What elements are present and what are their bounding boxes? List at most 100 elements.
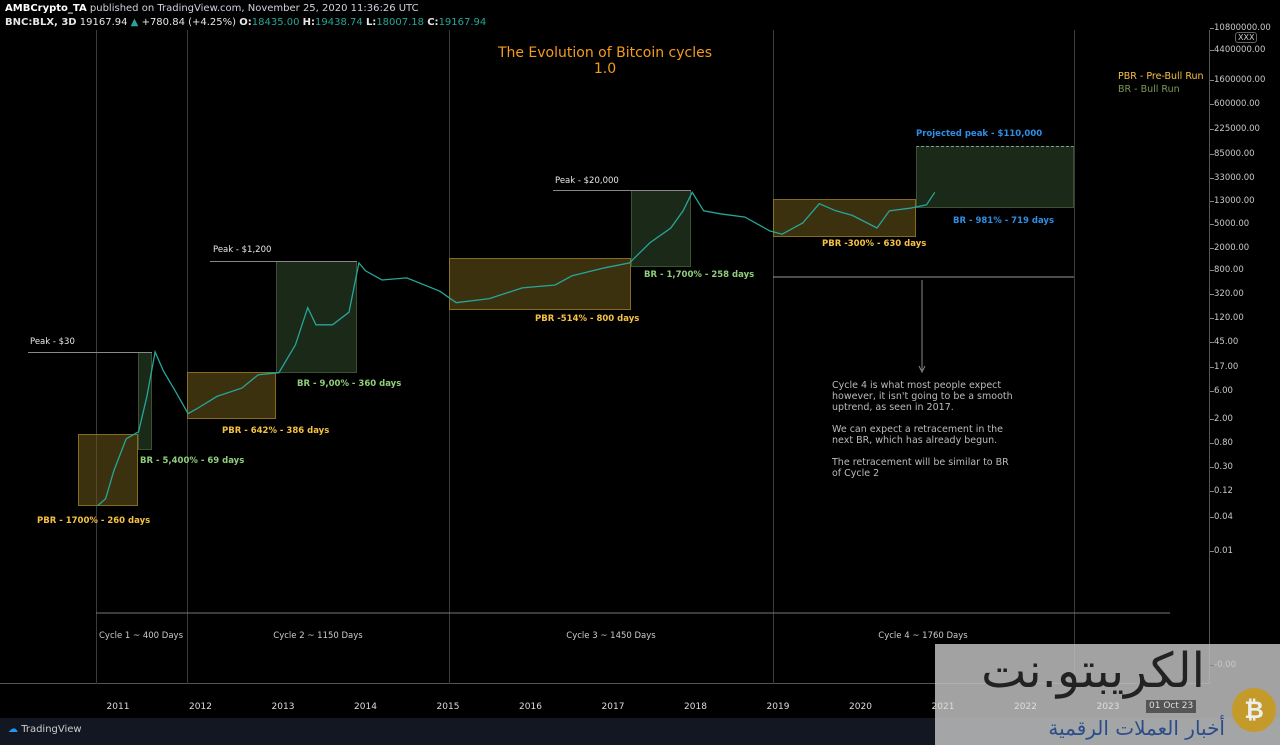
cycle-label-4: Cycle 4 ~ 1760 Days (878, 631, 968, 641)
axis-badge[interactable]: XXX (1235, 32, 1258, 43)
peak-label-1: Peak - $30 (30, 337, 75, 347)
cycle-divider (1074, 30, 1075, 684)
cycle-label-3: Cycle 3 ~ 1450 Days (566, 631, 656, 641)
price-tick: 0.01 (1210, 546, 1233, 556)
time-tick: 2011 (106, 702, 130, 712)
cycle-divider (187, 30, 188, 684)
time-tick: 2014 (354, 702, 377, 712)
price-tick: 600000.00 (1210, 99, 1260, 109)
cycle-label-2: Cycle 2 ~ 1150 Days (273, 631, 363, 641)
price-tick: 2.00 (1210, 414, 1233, 424)
peak-line (553, 190, 691, 191)
open-label: O: (239, 17, 252, 28)
price-tick: 85000.00 (1210, 149, 1255, 159)
peak-line (210, 261, 357, 262)
arrow-down-icon (918, 365, 926, 374)
price-tick: 17.00 (1209, 362, 1239, 372)
time-tick: 2015 (436, 702, 460, 712)
close-value: 19167.94 (438, 17, 487, 28)
br-label-1: BR - 5,400% - 69 days (140, 456, 245, 466)
price-tick: 13000.00 (1210, 196, 1255, 206)
pbr-box-1 (78, 434, 138, 506)
time-tick: 2018 (684, 702, 707, 712)
price-tick: 120.00 (1210, 313, 1244, 323)
price-tick: -0.00 (1210, 660, 1236, 670)
time-tick: 2012 (189, 702, 212, 712)
ohlc-bar: BNC:BLX, 3D 19167.94 ▲ +780.84 (+4.25%) … (5, 17, 486, 28)
legend: PBR - Pre-Bull Run BR - Bull Run (1118, 70, 1204, 96)
watermark-tagline: أخبار العملات الرقمية (1048, 716, 1225, 740)
price-tick: 320.00 (1210, 289, 1244, 299)
cycle-divider (96, 30, 97, 684)
pbr-label-3: PBR -514% - 800 days (535, 314, 640, 324)
time-tick: 2016 (519, 702, 542, 712)
price-tick: 0.12 (1210, 486, 1233, 496)
price-tick: 4400000.00 (1209, 45, 1266, 55)
br-label-3: BR - 1,700% - 258 days (644, 270, 755, 280)
price-series-line (96, 190, 936, 507)
low-value: 18007.18 (376, 17, 425, 28)
price-tick: 0.80 (1210, 438, 1233, 448)
symbol: BNC:BLX, 3D (5, 17, 77, 28)
tradingview-icon: ☁ (8, 724, 18, 735)
legend-pbr: PBR - Pre-Bull Run (1118, 71, 1204, 82)
time-tick: 2021 (931, 702, 955, 712)
price-tick: 225000.00 (1210, 124, 1260, 134)
publish-date: published on TradingView.com, November 2… (89, 3, 419, 14)
peak-line (28, 352, 152, 353)
br-label-4: BR - 981% - 719 days (953, 216, 1055, 226)
cycle-divider (449, 30, 450, 684)
up-arrow-icon: ▲ (130, 17, 139, 28)
price-tick: 5000.00 (1209, 219, 1250, 229)
time-tick: 2023 (1096, 702, 1120, 712)
peak-label-3: Peak - $20,000 (555, 176, 619, 186)
brand-text: TradingView (21, 724, 82, 735)
price-tick: 45.00 (1209, 337, 1239, 347)
pbr-label-1: PBR - 1700% - 260 days (37, 516, 151, 526)
crosshair-date-label: 01 Oct 23 (1146, 700, 1197, 713)
pbr-box-4 (773, 199, 916, 237)
chart-pane[interactable] (0, 30, 1210, 684)
note-text: Cycle 4 is what most people expect howev… (832, 380, 1013, 479)
pbr-label-4: PBR -300% - 630 days (822, 239, 927, 249)
pbr-box-3 (449, 258, 631, 310)
br-label-2: BR - 9,00% - 360 days (297, 379, 402, 389)
projected-peak-label: Projected peak - $110,000 (916, 129, 1043, 139)
bitcoin-icon: ₿ (1232, 688, 1276, 732)
price-tick: 6.00 (1210, 386, 1233, 396)
price-chart (96, 190, 1170, 614)
price-tick: 0.04 (1210, 512, 1233, 522)
price-tick: 0.30 (1210, 462, 1233, 472)
high-value: 19438.74 (315, 17, 363, 28)
peak-label-2: Peak - $1,200 (213, 245, 272, 255)
open-value: 18435.00 (251, 17, 300, 28)
publish-info: AMBCrypto_TA published on TradingView.co… (5, 3, 419, 14)
price-tick: 33000.00 (1210, 173, 1255, 183)
time-tick: 2022 (1014, 702, 1037, 712)
cycle-label-1: Cycle 1 ~ 400 Days (98, 631, 184, 641)
cycle-divider (773, 30, 774, 684)
pbr-box-2 (187, 372, 276, 419)
legend-br: BR - Bull Run (1118, 84, 1180, 95)
time-tick: 2020 (849, 702, 872, 712)
watermark: الكريبتو.نت أخبار العملات الرقمية ₿ (935, 644, 1280, 745)
time-tick: 2013 (271, 702, 295, 712)
br-box-4 (916, 146, 1074, 208)
low-label: L: (365, 17, 377, 28)
price-tick: 2000.00 (1209, 243, 1250, 253)
price-tick: 10800000.00 (1210, 23, 1271, 33)
title-line-1: The Evolution of Bitcoin cycles (497, 45, 713, 61)
time-tick: 2019 (766, 702, 790, 712)
close-label: C: (427, 17, 439, 28)
watermark-title: الكريبتو.نت (981, 643, 1205, 699)
chart-title: The Evolution of Bitcoin cycles 1.0 (0, 45, 1210, 77)
time-tick: 2017 (601, 702, 625, 712)
author-name[interactable]: AMBCrypto_TA (5, 3, 87, 14)
high-label: H: (302, 17, 316, 28)
tradingview-logo[interactable]: ☁ TradingView (8, 724, 82, 735)
price-tick: 800.00 (1210, 265, 1244, 275)
pbr-label-2: PBR - 642% - 386 days (222, 426, 330, 436)
price-tick: 1600000.00 (1209, 75, 1266, 85)
last-price: 19167.94 (79, 17, 128, 28)
title-line-2: 1.0 (593, 61, 617, 77)
